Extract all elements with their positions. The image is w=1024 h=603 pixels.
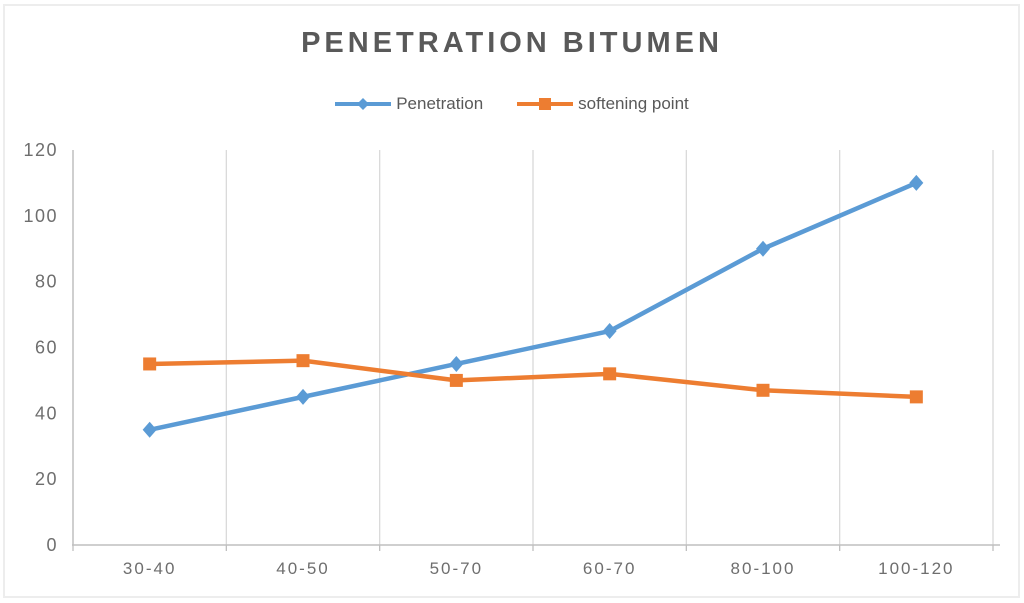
y-axis-tick-label: 120 — [23, 140, 58, 160]
marker-diamond-icon — [909, 174, 924, 191]
y-axis-tick-label: 80 — [35, 272, 58, 292]
legend-item-softening-point: softening point — [517, 94, 689, 114]
marker-diamond-icon — [602, 323, 617, 340]
y-axis-tick-label: 20 — [35, 469, 58, 489]
marker-square-icon — [909, 390, 923, 404]
legend-marker-square-icon — [517, 98, 574, 110]
marker-square-icon — [603, 367, 617, 381]
y-axis-tick-label: 40 — [35, 403, 58, 423]
y-axis-tick-label: 0 — [46, 535, 58, 555]
x-axis-category-label: 100-120 — [878, 559, 954, 578]
marker-diamond-icon — [756, 240, 770, 257]
y-axis-tick-label: 100 — [23, 206, 58, 226]
x-axis-category-label: 60-70 — [583, 559, 636, 578]
x-axis-category-label: 50-70 — [430, 559, 483, 578]
legend-marker-diamond-icon — [335, 98, 392, 110]
legend-item-penetration: Penetration — [335, 94, 483, 114]
y-axis-tick-label: 60 — [35, 338, 58, 358]
marker-diamond-icon — [296, 388, 310, 405]
marker-square-icon — [143, 357, 157, 371]
legend: Penetration softening point — [0, 94, 1024, 114]
legend-label: Penetration — [396, 94, 484, 113]
marker-diamond-icon — [449, 355, 464, 372]
x-axis-category-label: 40-50 — [276, 559, 329, 578]
series-line-penetration — [147, 180, 919, 433]
legend-label: softening point — [578, 94, 689, 113]
x-axis-category-label: 80-100 — [731, 559, 796, 578]
marker-square-icon — [756, 383, 770, 397]
marker-square-icon — [449, 373, 463, 387]
x-axis-category-label: 30-40 — [123, 559, 176, 578]
marker-diamond-icon — [142, 421, 157, 438]
marker-square-icon — [296, 354, 310, 368]
chart-title: PENETRATION BITUMEN — [301, 27, 723, 59]
series-line-softening-point — [147, 358, 919, 400]
